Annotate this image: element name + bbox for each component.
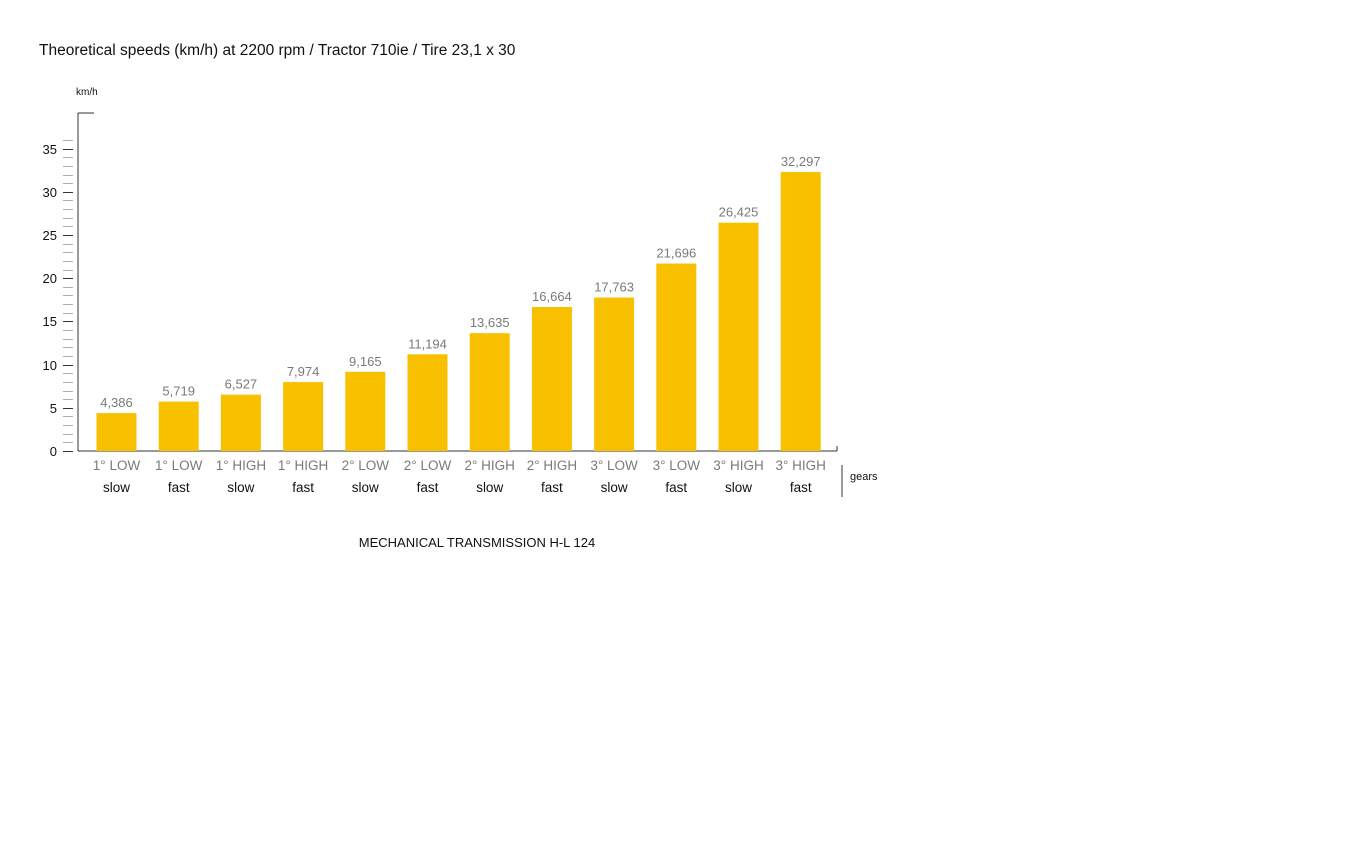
bar xyxy=(158,401,199,451)
category-speed-label: slow xyxy=(352,480,379,495)
category-gear-label: 3° LOW xyxy=(653,458,701,473)
bar xyxy=(656,263,697,451)
bar xyxy=(96,413,137,451)
y-tick-label: 10 xyxy=(43,358,57,373)
bar xyxy=(594,297,635,451)
y-tick-label: 30 xyxy=(43,185,57,200)
bars-group xyxy=(96,171,821,451)
category-speed-label: fast xyxy=(665,480,687,495)
chart-footer: MECHANICAL TRANSMISSION H-L 124 xyxy=(359,535,595,550)
category-speed-label: slow xyxy=(725,480,752,495)
category-gear-label: 3° HIGH xyxy=(713,458,763,473)
category-speed-label: slow xyxy=(227,480,254,495)
category-speed-label: fast xyxy=(541,480,563,495)
category-gear-label: 2° HIGH xyxy=(464,458,514,473)
bar xyxy=(345,371,386,451)
category-speed-label: fast xyxy=(168,480,190,495)
bar-value-label: 11,194 xyxy=(408,336,447,351)
y-tick-label: 15 xyxy=(43,314,57,329)
bar xyxy=(283,382,324,451)
category-speed-label: fast xyxy=(292,480,314,495)
bar xyxy=(220,394,261,451)
chart-title: Theoretical speeds (km/h) at 2200 rpm / … xyxy=(39,42,516,59)
y-tick-label: 35 xyxy=(43,142,57,157)
category-labels-group: 1° LOW slow 1° LOW fast 1° HIGH slow 1° HIGH fa… xyxy=(93,458,826,495)
x-axis-label: gears xyxy=(850,471,878,483)
bar-value-label: 7,974 xyxy=(287,364,320,379)
bar xyxy=(469,333,510,451)
category-gear-label: 3° HIGH xyxy=(775,458,825,473)
bar-value-label: 5,719 xyxy=(162,384,195,399)
bar-value-label: 32,297 xyxy=(781,154,821,169)
category-gear-label: 1° HIGH xyxy=(216,458,266,473)
bar-value-label: 6,527 xyxy=(225,377,258,392)
category-gear-label: 1° HIGH xyxy=(278,458,328,473)
category-gear-label: 2° LOW xyxy=(342,458,390,473)
axes: 0 5 10 15 20 25 30 35 xyxy=(43,112,838,459)
category-gear-label: 1° LOW xyxy=(155,458,203,473)
bar-value-label: 21,696 xyxy=(656,246,696,261)
y-axis-unit-label: km/h xyxy=(76,87,98,98)
y-tick-label: 5 xyxy=(50,401,57,416)
bar xyxy=(718,222,759,451)
bar-value-label: 17,763 xyxy=(594,280,634,295)
y-tick-label: 20 xyxy=(43,271,57,286)
category-gear-label: 1° LOW xyxy=(93,458,141,473)
bar-value-label: 4,386 xyxy=(100,395,133,410)
value-labels-group: 4,386 5,719 6,527 7,974 9,165 11,194 13,635 16,… xyxy=(100,154,820,410)
bar xyxy=(780,171,821,451)
category-speed-label: slow xyxy=(601,480,628,495)
category-speed-label: fast xyxy=(790,480,812,495)
y-tick-label: 25 xyxy=(43,228,57,243)
category-speed-label: fast xyxy=(417,480,439,495)
y-tick-label: 0 xyxy=(50,444,57,459)
category-gear-label: 2° LOW xyxy=(404,458,452,473)
bar-value-label: 16,664 xyxy=(532,289,572,304)
category-gear-label: 2° HIGH xyxy=(527,458,577,473)
category-speed-label: slow xyxy=(103,480,130,495)
bar-value-label: 9,165 xyxy=(349,354,382,369)
bar xyxy=(531,307,572,451)
category-speed-label: slow xyxy=(476,480,503,495)
bar-value-label: 13,635 xyxy=(470,315,510,330)
category-gear-label: 3° LOW xyxy=(590,458,638,473)
bar-value-label: 26,425 xyxy=(719,205,759,220)
bar xyxy=(407,354,448,451)
